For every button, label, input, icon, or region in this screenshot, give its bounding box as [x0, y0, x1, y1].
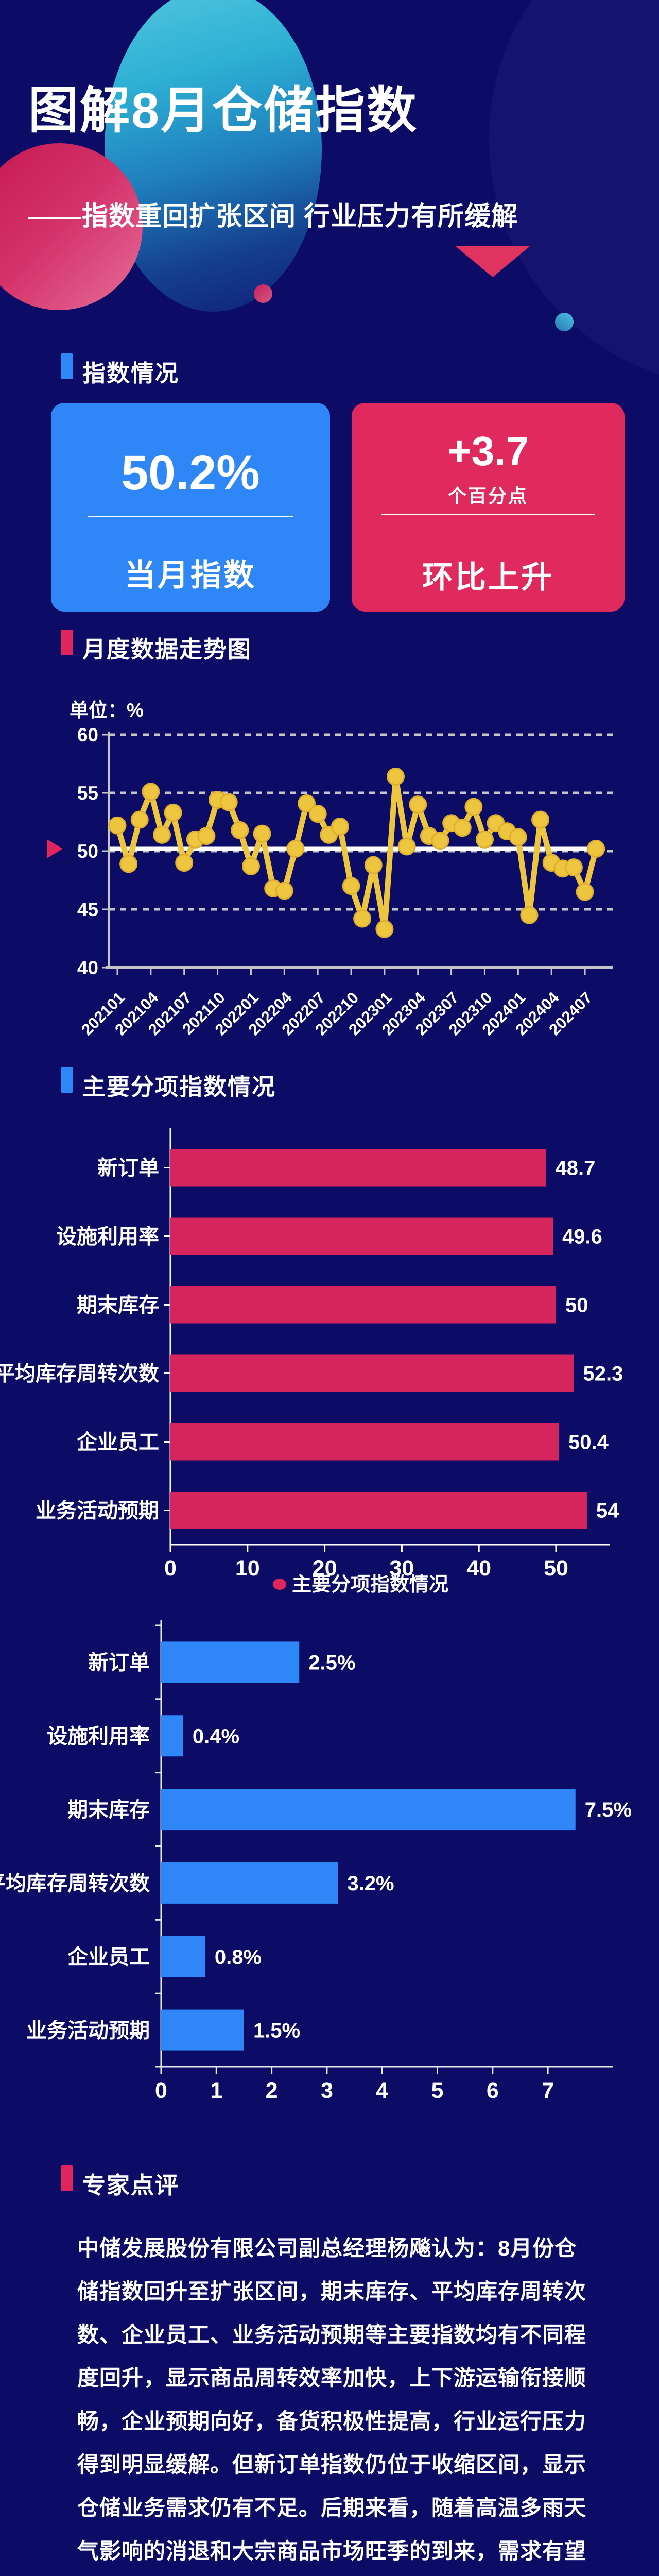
svg-text:52.3: 52.3: [583, 1363, 623, 1385]
svg-text:1.5%: 1.5%: [253, 2020, 300, 2042]
section-title-trend: 月度数据走势图: [82, 636, 252, 663]
card-divider: [381, 514, 595, 515]
svg-text:企业员工: 企业员工: [77, 1431, 159, 1454]
svg-text:主要分项指数情况: 主要分项指数情况: [292, 1574, 448, 1596]
svg-text:0: 0: [155, 2078, 167, 2103]
svg-text:5: 5: [431, 2078, 444, 2103]
mom-change-card: +3.7 个百分点 环比上升: [352, 403, 625, 612]
current-index-label: 当月指数: [125, 558, 256, 592]
red-circle-decoration: [0, 143, 143, 310]
svg-text:期末库存: 期末库存: [77, 1294, 159, 1317]
svg-text:业务活动预期: 业务活动预期: [26, 2020, 150, 2042]
svg-text:0.8%: 0.8%: [215, 1946, 262, 1969]
svg-text:平均库存周转次数: 平均库存周转次数: [0, 1363, 159, 1385]
section-marker-sub-index: [61, 1067, 73, 1093]
mom-change-bar-chart: 0 1 2 3 4 5 6 7 新订单 2.5% 设施利用率 0.4% 期末库存 7.5% 平均库存周转次数…: [0, 1620, 632, 2103]
svg-text:6: 6: [487, 2078, 499, 2103]
svg-text:40: 40: [466, 1556, 491, 1581]
current-index-value: 50.2%: [121, 446, 260, 500]
svg-text:1: 1: [210, 2078, 222, 2103]
teal-dot-decoration: [555, 313, 574, 331]
svg-text:设施利用率: 设施利用率: [47, 1725, 150, 1748]
svg-text:30: 30: [389, 1556, 414, 1581]
svg-text:60: 60: [77, 724, 98, 745]
monthly-trend-line-chart: 4045505560202101202104202107202110202201…: [47, 724, 613, 1039]
page-title: 图解8月仓储指数: [28, 82, 418, 139]
page-subtitle: ——指数重回扩张区间 行业压力有所缓解: [28, 201, 518, 231]
svg-text:0: 0: [164, 1556, 177, 1581]
svg-text:0.4%: 0.4%: [193, 1725, 239, 1748]
svg-text:7: 7: [542, 2078, 554, 2103]
svg-text:48.7: 48.7: [556, 1157, 596, 1180]
svg-text:7.5%: 7.5%: [585, 1799, 632, 1821]
card-divider: [88, 516, 293, 517]
mom-change-value: +3.7: [447, 428, 529, 474]
svg-text:新订单: 新订单: [97, 1157, 159, 1180]
red-dot-decoration: [254, 284, 272, 303]
section-marker-expert: [61, 2165, 73, 2191]
right-circle-decoration: [489, 0, 659, 386]
unit-label: 单位：%: [70, 700, 144, 721]
svg-text:3.2%: 3.2%: [347, 1872, 394, 1895]
sub-index-bar-chart: 0 10 20 30 40 50 新订单 48.7 设施利用率 49.6 期末库存 50 平均库存周转次…: [0, 1128, 623, 1596]
current-index-card: 50.2% 当月指数: [51, 403, 330, 612]
svg-text:50.4: 50.4: [568, 1431, 609, 1454]
teal-ellipse-decoration: [105, 0, 322, 312]
svg-text:4: 4: [376, 2078, 388, 2103]
svg-text:3: 3: [321, 2078, 333, 2103]
svg-text:平均库存周转次数: 平均库存周转次数: [0, 1872, 150, 1895]
svg-text:49.6: 49.6: [562, 1226, 602, 1248]
svg-text:期末库存: 期末库存: [67, 1799, 150, 1821]
svg-text:2: 2: [266, 2078, 278, 2103]
section-marker-index: [61, 353, 73, 379]
mom-change-unit: 个百分点: [447, 485, 528, 506]
section-title-index: 指数情况: [82, 360, 180, 386]
expert-comment-text: 中储发展股份有限公司副总经理杨飚认为：8月份仓 储指数回升至扩张区间，期末库存、…: [77, 2236, 587, 2563]
down-triangle-icon: [456, 246, 530, 277]
section-title-sub-index: 主要分项指数情况: [82, 1074, 276, 1100]
svg-text:50: 50: [77, 841, 98, 862]
svg-text:新订单: 新订单: [88, 1651, 150, 1674]
svg-text:45: 45: [77, 899, 98, 920]
section-title-expert: 专家点评: [82, 2172, 180, 2198]
mom-change-label: 环比上升: [422, 560, 554, 595]
svg-text:2.5%: 2.5%: [308, 1651, 355, 1674]
svg-text:业务活动预期: 业务活动预期: [36, 1500, 159, 1522]
svg-text:设施利用率: 设施利用率: [56, 1226, 159, 1248]
section-marker-trend: [61, 630, 73, 655]
svg-text:企业员工: 企业员工: [67, 1945, 150, 1969]
svg-text:50: 50: [544, 1556, 568, 1581]
svg-text:40: 40: [77, 957, 98, 978]
svg-text:10: 10: [235, 1556, 260, 1581]
svg-text:55: 55: [77, 783, 98, 804]
svg-text:20: 20: [313, 1556, 337, 1581]
svg-text:50: 50: [565, 1294, 588, 1317]
svg-text:54: 54: [596, 1500, 619, 1522]
